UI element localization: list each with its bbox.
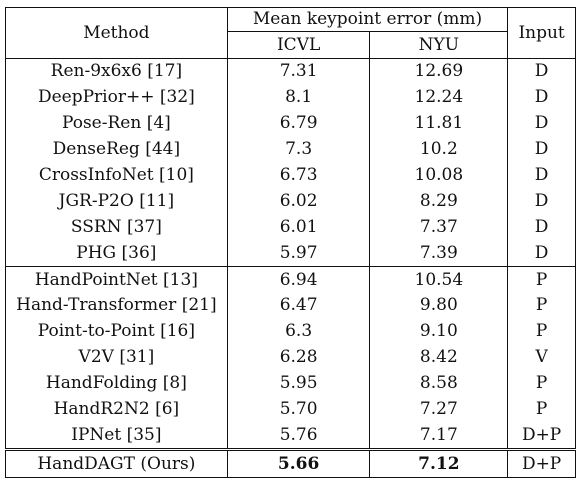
table-row: IPNet [35] 5.76 7.17 D+P [5,422,576,450]
nyu-cell: 9.80 [369,293,508,319]
table-row: SSRN [37] 6.01 7.37 D [5,214,576,241]
table-row: Ren-9x6x6 [17] 7.31 12.69 D [5,57,576,85]
method-cell: Pose-Ren [4] [5,110,228,137]
header-row-top: Method Mean keypoint error (mm) Input [5,7,576,59]
table-row: CrossInfoNet [10] 6.73 10.08 D [5,162,576,189]
method-cell: HandR2N2 [6] [5,396,228,423]
table-row: JGR-P2O [11] 6.02 8.29 D [5,188,576,215]
input-cell: D [507,110,576,137]
input-cell: D [507,136,576,163]
icvl-cell: 5.97 [226,240,370,267]
input-cell: P [507,370,576,397]
nyu-cell: 10.54 [369,266,508,294]
method-cell: SSRN [37] [5,214,228,241]
nyu-cell: 12.24 [369,84,508,111]
method-cell: Hand-Transformer [21] [5,293,228,319]
input-cell: P [507,293,576,319]
icvl-cell: 7.3 [226,136,370,163]
method-cell: PHG [36] [5,240,228,267]
input-cell: D [507,57,576,85]
input-cell: D+P [507,422,576,450]
icvl-cell: 6.47 [226,293,370,319]
icvl-cell: 6.79 [226,110,370,137]
results-table: Method Mean keypoint error (mm) Input IC… [5,7,576,479]
table-row: HandR2N2 [6] 5.70 7.27 P [5,396,576,423]
nyu-cell: 10.08 [369,162,508,189]
nyu-cell: 7.37 [369,214,508,241]
input-column-header: Input [507,7,576,59]
table-row: Hand-Transformer [21] 6.47 9.80 P [5,293,576,319]
nyu-cell: 8.29 [369,188,508,215]
method-cell: Ren-9x6x6 [17] [5,57,228,85]
nyu-cell: 11.81 [369,110,508,137]
method-cell: JGR-P2O [11] [5,188,228,215]
table-row: Pose-Ren [4] 6.79 11.81 D [5,110,576,137]
mean-error-header: Mean keypoint error (mm) [226,7,508,32]
nyu-cell: 7.17 [369,422,508,450]
table-row: V2V [31] 6.28 8.42 V [5,344,576,371]
ours-nyu-cell: 7.12 [369,448,508,479]
table-row: DenseReg [44] 7.3 10.2 D [5,136,576,163]
input-cell: P [507,318,576,345]
nyu-cell: 7.39 [369,240,508,267]
method-cell: DeepPrior++ [32] [5,84,228,111]
icvl-cell: 6.01 [226,214,370,241]
input-cell: D [507,84,576,111]
icvl-cell: 5.70 [226,396,370,423]
input-cell: D [507,162,576,189]
ours-input-cell: D+P [507,448,576,479]
method-cell: IPNet [35] [5,422,228,450]
input-cell: D [507,214,576,241]
table-header: Method Mean keypoint error (mm) Input IC… [5,7,576,59]
input-cell: V [507,344,576,371]
nyu-cell: 9.10 [369,318,508,345]
method-cell: CrossInfoNet [10] [5,162,228,189]
nyu-cell: 7.27 [369,396,508,423]
nyu-cell: 10.2 [369,136,508,163]
icvl-column-header: ICVL [226,31,370,59]
icvl-cell: 7.31 [226,57,370,85]
icvl-cell: 6.02 [226,188,370,215]
icvl-cell: 5.76 [226,422,370,450]
icvl-cell: 6.3 [226,318,370,345]
method-cell: DenseReg [44] [5,136,228,163]
method-cell: HandPointNet [13] [5,266,228,294]
method-cell: Point-to-Point [16] [5,318,228,345]
table-row: PHG [36] 5.97 7.39 D [5,240,576,267]
input-cell: P [507,396,576,423]
input-cell: D [507,240,576,267]
table-row: DeepPrior++ [32] 8.1 12.24 D [5,84,576,111]
table-row: HandFolding [8] 5.95 8.58 P [5,370,576,397]
icvl-cell: 6.73 [226,162,370,189]
icvl-cell: 6.94 [226,266,370,294]
icvl-cell: 5.95 [226,370,370,397]
input-cell: D [507,188,576,215]
nyu-column-header: NYU [369,31,509,59]
table-body: Ren-9x6x6 [17] 7.31 12.69 D DeepPrior++ [32]… [5,57,576,479]
input-cell: P [507,266,576,294]
nyu-cell: 8.58 [369,370,508,397]
ours-row: HandDAGT (Ours) 5.66 7.12 D+P [5,448,576,479]
header-row-bottom: ICVL NYU [6,31,576,59]
table-row: HandPointNet [13] 6.94 10.54 P [5,266,576,294]
nyu-cell: 12.69 [369,57,508,85]
method-cell: V2V [31] [5,344,228,371]
method-cell: HandFolding [8] [5,370,228,397]
table-row: Point-to-Point [16] 6.3 9.10 P [5,318,576,345]
ours-method-cell: HandDAGT (Ours) [5,448,228,479]
ours-icvl-cell: 5.66 [226,448,370,479]
icvl-cell: 6.28 [226,344,370,371]
method-column-header: Method [5,7,228,59]
nyu-cell: 8.42 [369,344,508,371]
icvl-cell: 8.1 [226,84,370,111]
